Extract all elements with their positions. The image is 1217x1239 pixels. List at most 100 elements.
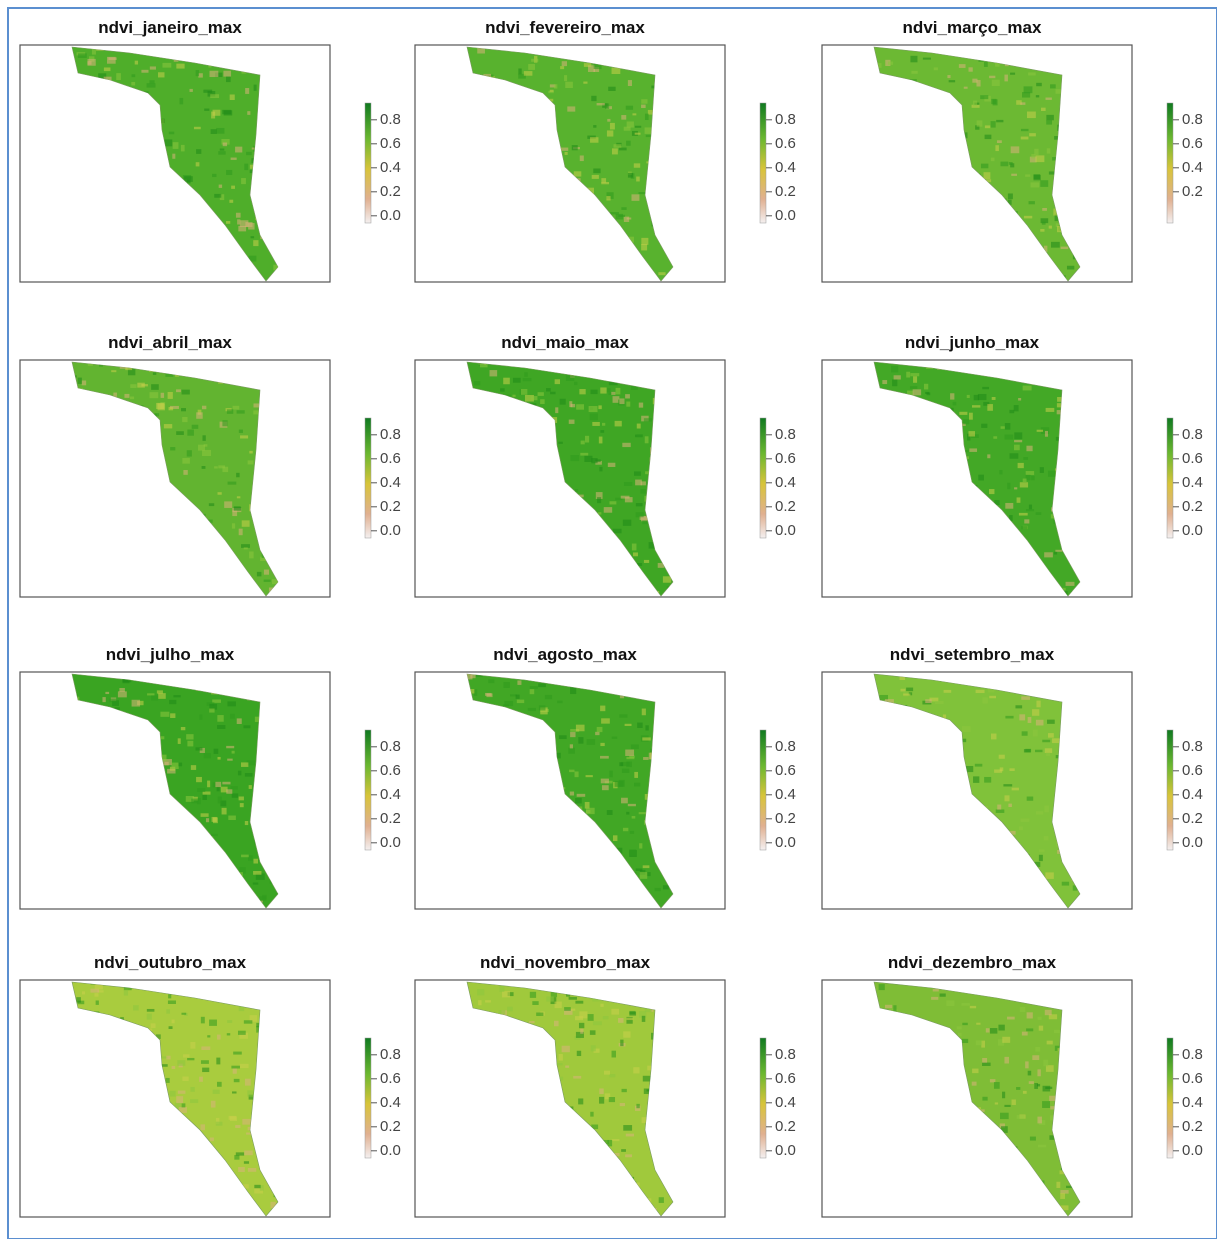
patch xyxy=(612,1139,620,1141)
patch xyxy=(631,194,639,201)
patch xyxy=(634,772,638,778)
patch xyxy=(241,855,249,858)
patch xyxy=(1029,505,1032,510)
patch xyxy=(1022,731,1028,735)
patch xyxy=(151,1023,156,1028)
patch xyxy=(976,1023,980,1025)
patch xyxy=(241,178,246,184)
patch xyxy=(600,1004,603,1007)
patch xyxy=(639,843,642,848)
patch xyxy=(612,1051,616,1058)
colorbar-tick-label: 0.8 xyxy=(775,111,796,128)
patch xyxy=(1050,84,1056,88)
patch xyxy=(888,62,893,65)
patch xyxy=(539,705,546,710)
panel-title: ndvi_dezembro_max xyxy=(888,953,1057,972)
patch xyxy=(209,1020,217,1026)
patch xyxy=(173,695,180,697)
patch xyxy=(642,737,651,740)
patch xyxy=(182,1103,186,1107)
patch xyxy=(502,991,510,997)
patch xyxy=(1021,137,1029,140)
patch xyxy=(663,885,669,889)
patch xyxy=(1045,431,1048,437)
patch xyxy=(586,808,595,814)
patch xyxy=(894,375,901,379)
patch xyxy=(570,732,575,737)
patch xyxy=(567,106,575,111)
patch xyxy=(202,450,211,456)
patch xyxy=(628,804,636,806)
patch xyxy=(201,813,209,817)
patch xyxy=(1021,526,1027,529)
patch xyxy=(658,272,665,275)
patch xyxy=(636,503,643,506)
patch xyxy=(242,520,250,526)
patch xyxy=(1029,201,1035,204)
patch xyxy=(1036,701,1040,708)
patch xyxy=(237,410,245,413)
patch xyxy=(1045,748,1052,753)
patch xyxy=(969,413,973,420)
patch xyxy=(196,412,203,418)
patch xyxy=(528,64,535,70)
patch xyxy=(998,1025,1004,1031)
patch xyxy=(124,394,129,398)
patch xyxy=(190,1099,198,1103)
patch xyxy=(572,145,578,150)
patch xyxy=(488,679,494,683)
patch xyxy=(1014,405,1019,411)
colorbar-tick-label: 0.6 xyxy=(380,135,401,152)
patch xyxy=(622,769,629,773)
patch xyxy=(622,443,630,447)
colorbar-tick-label: 0.8 xyxy=(775,1046,796,1063)
patch xyxy=(636,512,644,517)
patch xyxy=(620,1040,623,1047)
patch xyxy=(565,152,568,155)
patch xyxy=(151,384,159,390)
patch xyxy=(584,456,592,462)
patch xyxy=(503,704,509,706)
patch xyxy=(249,451,252,454)
patch xyxy=(1041,108,1046,111)
colorbar xyxy=(365,730,371,850)
colorbar-tick-label: 0.6 xyxy=(380,450,401,467)
patch xyxy=(516,695,520,699)
patch xyxy=(245,1079,251,1086)
patch xyxy=(182,417,187,422)
patch xyxy=(613,835,617,841)
patch xyxy=(995,1102,998,1104)
patch xyxy=(647,1066,651,1071)
patch xyxy=(1066,582,1075,586)
patch xyxy=(253,883,259,885)
patch xyxy=(190,1042,195,1049)
patch xyxy=(619,714,627,717)
patch xyxy=(200,1124,205,1130)
colorbar-tick-label: 0.6 xyxy=(1182,762,1203,779)
patch xyxy=(246,152,252,155)
patch xyxy=(628,80,632,86)
patch xyxy=(910,56,917,63)
patch xyxy=(578,737,583,744)
patch xyxy=(480,364,488,368)
patch xyxy=(973,776,979,783)
patch xyxy=(982,1058,987,1063)
patch xyxy=(597,497,601,503)
patch xyxy=(659,1197,664,1203)
colorbar-tick-label: 0.2 xyxy=(775,183,796,200)
colorbar-tick-label: 0.2 xyxy=(775,1118,796,1135)
patch xyxy=(1040,229,1044,232)
patch xyxy=(580,453,588,456)
patch xyxy=(591,96,596,101)
patch xyxy=(147,693,154,695)
patch xyxy=(176,64,184,69)
patch xyxy=(1027,797,1034,801)
patch xyxy=(615,421,622,427)
patch xyxy=(598,405,601,409)
patch xyxy=(589,406,598,412)
patch xyxy=(1028,72,1036,75)
colorbar-tick-label: 0.4 xyxy=(775,1094,796,1111)
patch xyxy=(234,1155,239,1160)
patch xyxy=(1002,1092,1005,1099)
patch xyxy=(259,896,266,900)
